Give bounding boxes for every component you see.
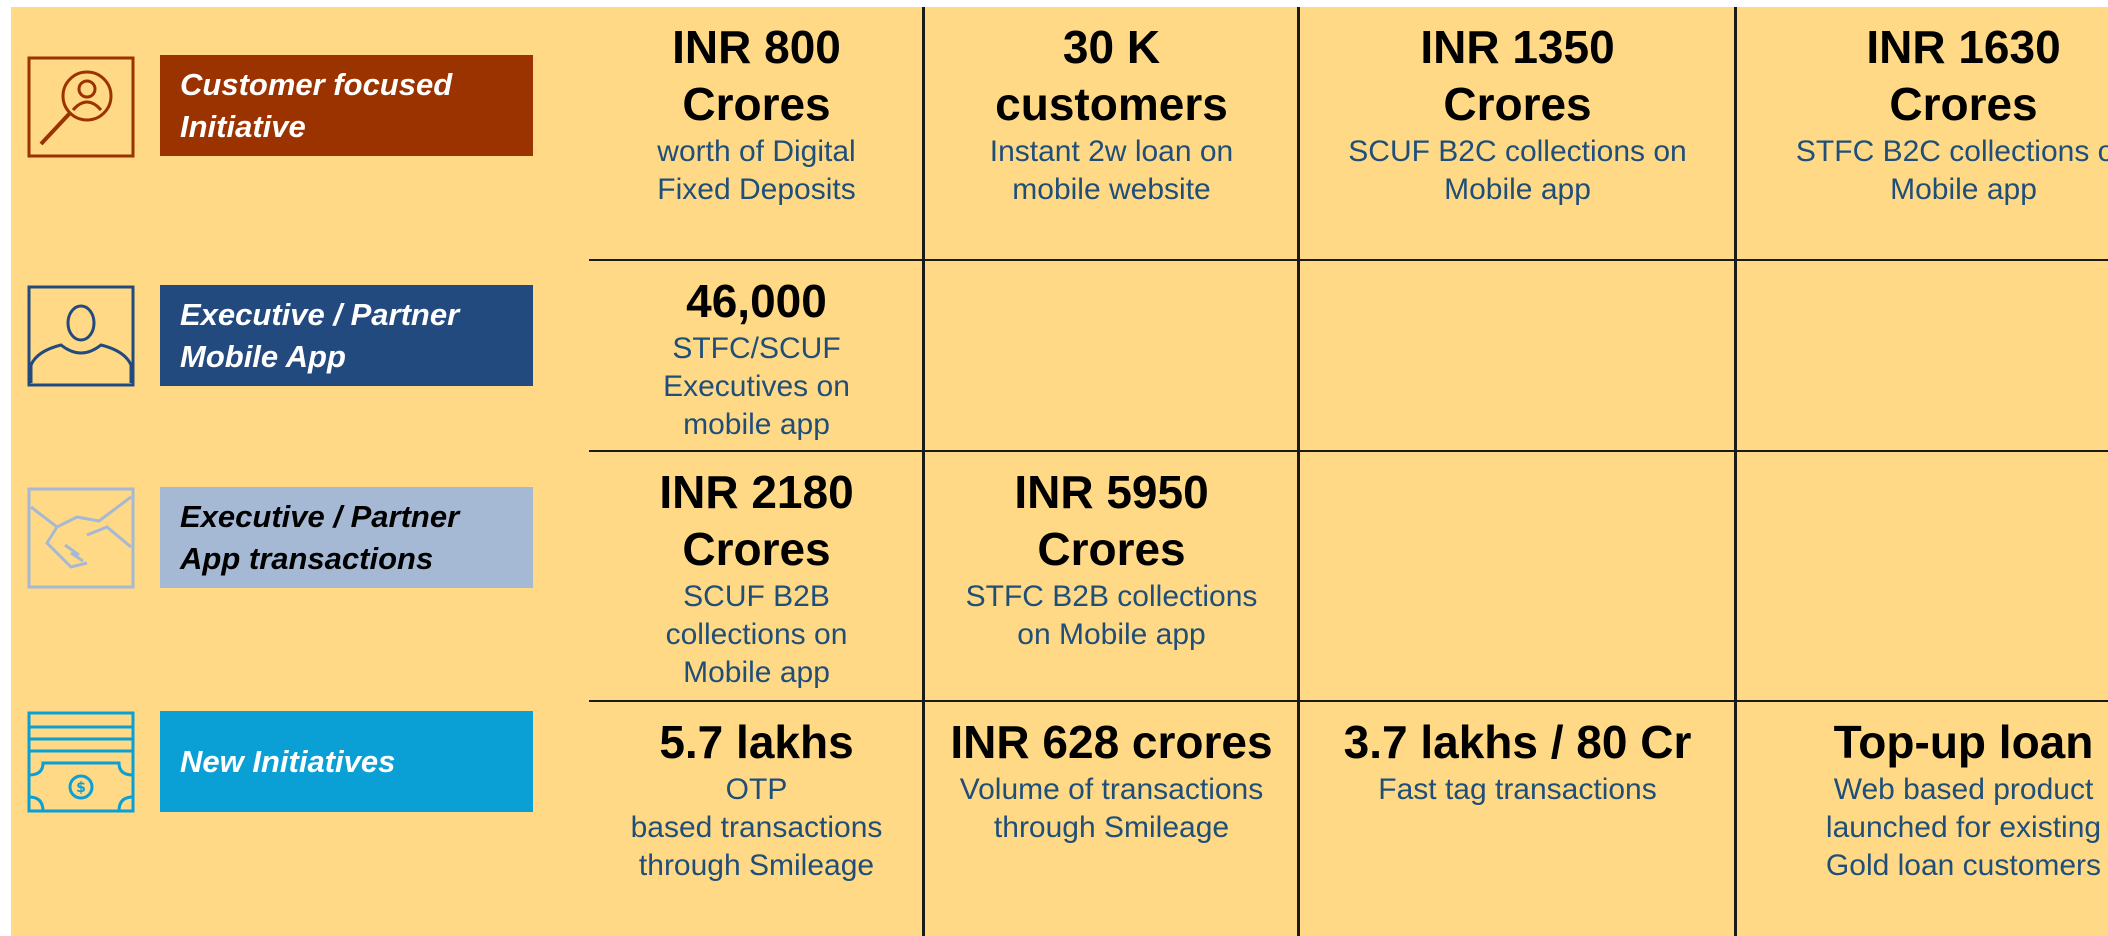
cell-description: Volume of transactions through Smileage	[959, 773, 1264, 844]
cell-description: worth of Digital Fixed Deposits	[657, 135, 856, 206]
cell-headline: INR 628 crores	[950, 716, 1273, 768]
grid-line	[589, 259, 2108, 261]
grid-line	[1734, 7, 1737, 936]
grid-line	[589, 450, 2108, 452]
grid-line	[589, 700, 2108, 702]
handshake-icon	[27, 487, 135, 589]
cell: INR 5950 Crores STFC B2B collections on M…	[924, 452, 1299, 700]
cell: 3.7 lakhs / 80 Cr Fast tag transactions	[1299, 702, 1736, 936]
cell: 30 K customers Instant 2w loan on mobile …	[924, 7, 1299, 259]
grid-line	[1297, 7, 1300, 936]
cell-description: STFC B2B collections on Mobile app	[965, 580, 1258, 651]
row-label: Executive / Partner Mobile App	[160, 285, 533, 386]
customer-icon	[27, 56, 135, 158]
cell-headline: 5.7 lakhs	[659, 716, 854, 768]
cell-headline: INR 800 Crores	[672, 21, 841, 130]
cell-headline: INR 1350 Crores	[1420, 21, 1615, 130]
cell-headline: 46,000	[686, 275, 827, 327]
grid-line	[922, 7, 925, 936]
svg-text:$: $	[76, 780, 86, 796]
cell: 46,000 STFC/SCUF Executives on mobile app	[589, 261, 924, 450]
cell: Top-up loan Web based product launched fo…	[1736, 702, 2108, 936]
cell: 5.7 lakhs OTP based transactions through …	[589, 702, 924, 936]
cell-description: Fast tag transactions	[1378, 773, 1657, 806]
cell-headline: INR 2180 Crores	[659, 466, 854, 575]
cell: INR 628 crores Volume of transactions thr…	[924, 702, 1299, 936]
cell-description: STFC/SCUF Executives on mobile app	[663, 332, 850, 441]
executive-icon	[27, 285, 135, 387]
cell-description: SCUF B2C collections on Mobile app	[1348, 135, 1687, 206]
cell: INR 800 Crores worth of Digital Fixed Dep…	[589, 7, 924, 259]
cell-headline: INR 1630 Crores	[1866, 21, 2061, 130]
cell-description: Web based product launched for existing …	[1825, 773, 2102, 882]
cell-headline: INR 5950 Crores	[1014, 466, 1209, 575]
row-label: New Initiatives	[160, 711, 533, 812]
cell-description: STFC B2C collections on Mobile app	[1795, 135, 2108, 206]
slide: $ Customer focused Initiative INR 800 Cro…	[11, 7, 2108, 936]
cell-description: SCUF B2B collections on Mobile app	[665, 580, 848, 689]
cell: INR 2180 Crores SCUF B2B collections on M…	[589, 452, 924, 700]
row-label: Customer focused Initiative	[160, 55, 533, 156]
cell-description: Instant 2w loan on mobile website	[989, 135, 1234, 206]
cell-headline: 30 K customers	[995, 21, 1228, 130]
cell-description: OTP based transactions through Smileage	[630, 773, 883, 882]
cell: INR 1350 Crores SCUF B2C collections on M…	[1299, 7, 1736, 259]
cell-headline: Top-up loan	[1833, 716, 2094, 768]
row-label: Executive / Partner App transactions	[160, 487, 533, 588]
cell-headline: 3.7 lakhs / 80 Cr	[1343, 716, 1692, 768]
money-icon: $	[27, 711, 135, 813]
